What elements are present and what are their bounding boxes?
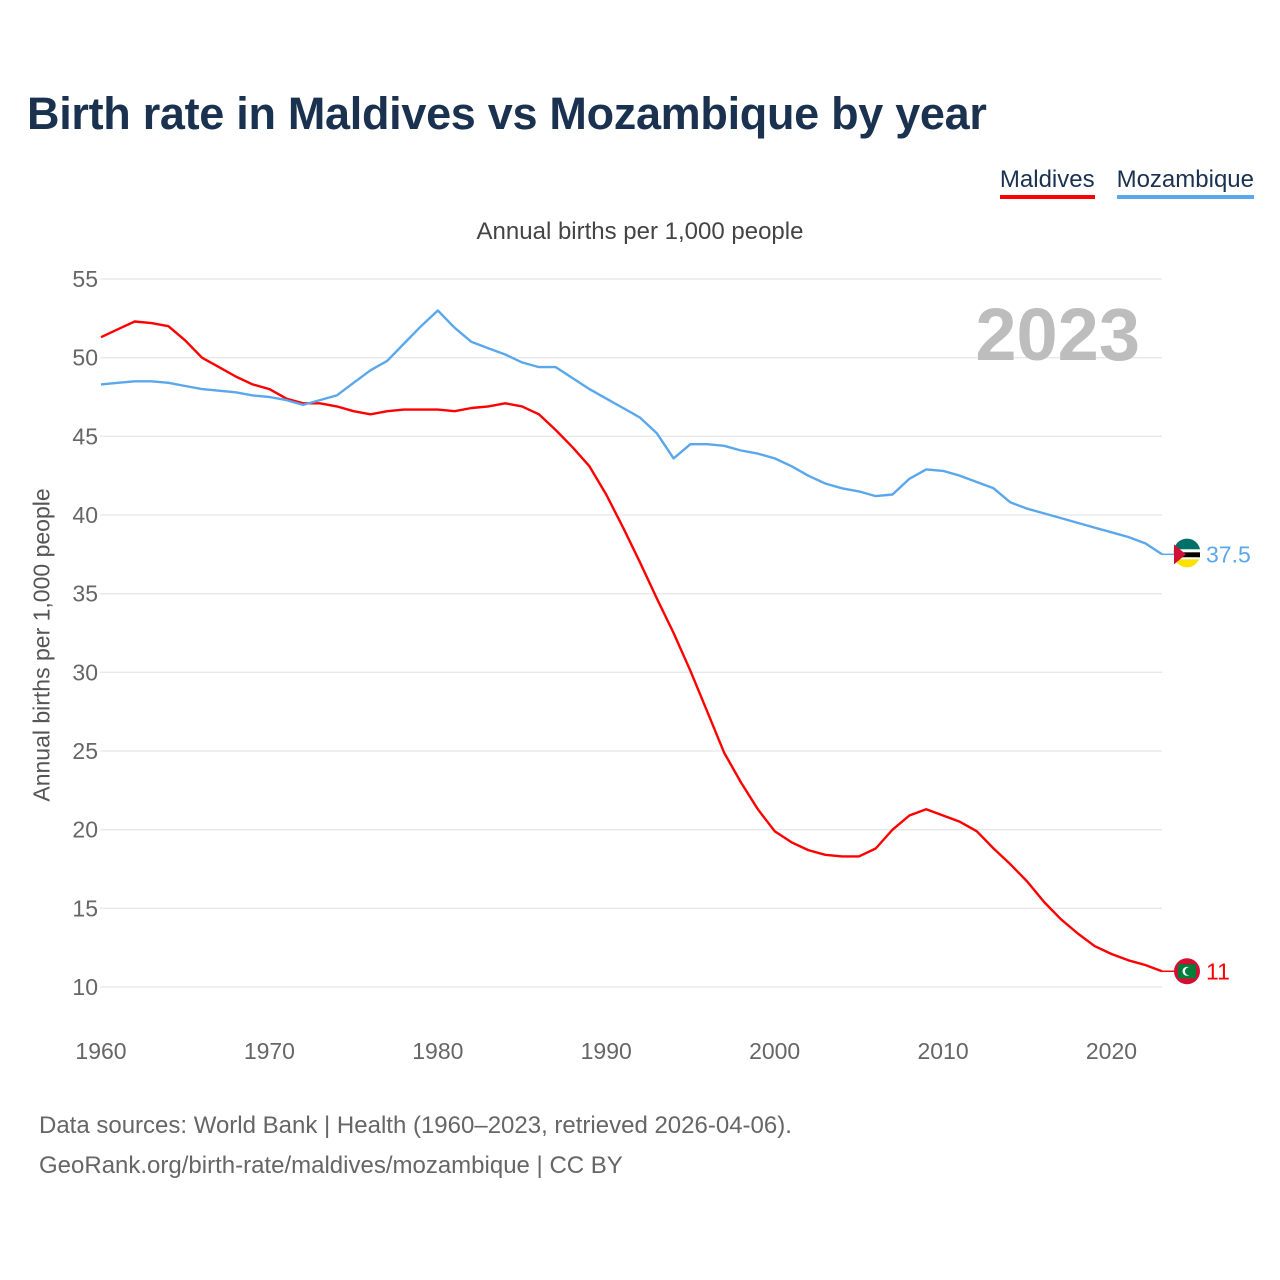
year-watermark: 2023: [975, 293, 1140, 376]
mozambique-flag-stripe: [1174, 549, 1200, 553]
x-tick-label: 1990: [581, 1038, 632, 1064]
x-tick-label: 1970: [244, 1038, 295, 1064]
legend-item-mozambique[interactable]: Mozambique: [1116, 166, 1254, 199]
x-tick-label: 1980: [412, 1038, 463, 1064]
y-tick-label: 35: [72, 581, 98, 607]
y-tick-label: 30: [72, 659, 98, 685]
x-tick-label: 2020: [1086, 1038, 1137, 1064]
mozambique-flag-stripe: [1174, 557, 1200, 560]
y-tick-label: 10: [72, 974, 98, 1000]
end-value-label: 37.5: [1206, 541, 1251, 567]
series-line-mozambique: [100, 309, 1163, 556]
mozambique-flag-green: [1173, 538, 1200, 555]
series-line-maldives: [100, 320, 1163, 973]
y-tick-label: 55: [72, 266, 98, 292]
x-tick-label: 2000: [749, 1038, 800, 1064]
x-tick-label: 2010: [917, 1038, 968, 1064]
y-tick-label: 40: [72, 502, 98, 528]
chart-title: Birth rate in Maldives vs Mozambique by …: [27, 88, 987, 139]
legend-item-maldives[interactable]: Maldives: [999, 166, 1095, 199]
footer: Data sources: World Bank | Health (1960–…: [39, 1106, 792, 1186]
chart-subtitle: Annual births per 1,000 people: [476, 218, 804, 245]
x-tick-label: 1960: [75, 1038, 126, 1064]
maldives-flag-crescent-cut: [1185, 967, 1193, 976]
legend: Maldives Mozambique: [999, 166, 1254, 199]
y-tick-label: 20: [72, 817, 98, 843]
footer-sources: Data sources: World Bank | Health (1960–…: [39, 1112, 792, 1139]
end-value-label: 11: [1206, 958, 1230, 984]
y-tick-label: 25: [72, 738, 98, 764]
mozambique-flag-triangle: [1174, 544, 1186, 565]
y-tick-label: 15: [72, 895, 98, 921]
mozambique-flag-black: [1174, 552, 1200, 558]
y-tick-label: 45: [72, 423, 98, 449]
y-tick-label: 50: [72, 345, 98, 371]
footer-link[interactable]: GeoRank.org/birth-rate/maldives/mozambiq…: [39, 1152, 623, 1179]
